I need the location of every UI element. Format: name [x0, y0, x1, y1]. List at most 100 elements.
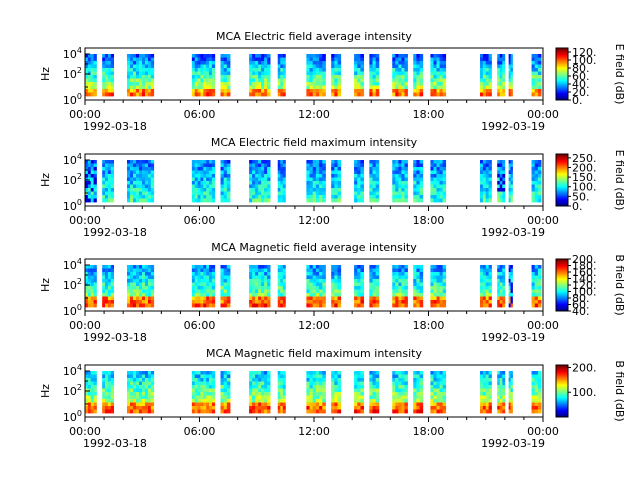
spectrogram-cell — [126, 399, 131, 403]
spectrogram-cell — [90, 188, 94, 192]
spectrogram-cell — [129, 160, 134, 164]
spectrogram-cell — [360, 163, 365, 168]
spectrogram-cell — [354, 92, 358, 97]
spectrogram-cell — [203, 282, 207, 287]
x-tick-label: 00:00 — [69, 425, 101, 438]
spectrogram-cell — [537, 300, 542, 304]
spectrogram-cell — [360, 402, 365, 407]
spectrogram-cell — [264, 392, 268, 396]
spectrogram-cell — [280, 296, 284, 301]
spectrogram-cell — [102, 170, 106, 175]
spectrogram-cell — [280, 378, 284, 382]
spectrogram-cell — [277, 289, 281, 294]
spectrogram-cell — [404, 54, 408, 58]
y-tick-label: 102 — [63, 277, 82, 292]
spectrogram-cell — [93, 191, 97, 196]
spectrogram-cell — [315, 286, 320, 290]
spectrogram-cell — [150, 174, 155, 178]
spectrogram-cell — [482, 170, 487, 175]
spectrogram-cell — [132, 177, 137, 182]
panel-1: MCA Electric field average intensity1001… — [39, 30, 626, 133]
spectrogram-cell — [510, 399, 513, 403]
spectrogram-cell — [261, 85, 265, 90]
spectrogram-cell — [413, 64, 417, 69]
spectrogram-cell — [309, 89, 314, 93]
x-tick-label: 06:00 — [184, 108, 216, 121]
spectrogram-cell — [135, 392, 140, 396]
spectrogram-cell — [85, 268, 89, 273]
spectrogram-cell — [508, 89, 511, 93]
spectrogram-cell — [508, 303, 511, 308]
spectrogram-cell — [306, 177, 310, 182]
spectrogram-cell — [132, 195, 137, 199]
spectrogram-cell — [200, 85, 204, 90]
spectrogram-cell — [258, 265, 262, 269]
spectrogram-cell — [220, 170, 225, 175]
spectrogram-cell — [433, 399, 437, 403]
spectrogram-cell — [200, 167, 204, 171]
spectrogram-cell — [105, 170, 109, 175]
spectrogram-cell — [249, 296, 253, 301]
spectrogram-cell — [337, 303, 342, 308]
panel-title: MCA Electric field maximum intensity — [211, 136, 418, 149]
spectrogram-cell — [322, 374, 326, 379]
spectrogram-cell — [85, 286, 89, 290]
spectrogram-cell — [497, 272, 501, 276]
spectrogram-cell — [141, 177, 146, 182]
spectrogram-cell — [141, 184, 146, 189]
spectrogram-cell — [497, 289, 501, 294]
spectrogram-cell — [419, 170, 424, 175]
spectrogram-cell — [398, 371, 402, 375]
spectrogram-cell — [105, 268, 109, 273]
spectrogram-cell — [488, 68, 492, 72]
spectrogram-cell — [132, 388, 137, 393]
spectrogram-cell — [264, 188, 268, 192]
spectrogram-cell — [395, 82, 399, 86]
spectrogram-cell — [197, 68, 201, 72]
spectrogram-cell — [401, 198, 405, 203]
spectrogram-cell — [144, 293, 149, 297]
spectrogram-cell — [488, 195, 492, 199]
spectrogram-cell — [499, 371, 503, 375]
spectrogram-cell — [135, 92, 140, 97]
spectrogram-cell — [110, 191, 115, 196]
spectrogram-cell — [197, 402, 201, 407]
spectrogram-cell — [337, 188, 342, 192]
spectrogram-cell — [220, 54, 225, 58]
spectrogram-cell — [132, 64, 137, 69]
spectrogram-cell — [85, 395, 89, 400]
spectrogram-cell — [93, 265, 97, 269]
spectrogram-cell — [315, 392, 320, 396]
spectrogram-cell — [252, 75, 256, 79]
spectrogram-cell — [87, 289, 92, 294]
spectrogram-cell — [488, 160, 492, 164]
spectrogram-cell — [93, 279, 97, 283]
spectrogram-cell — [413, 268, 417, 273]
spectrogram-cell — [331, 406, 335, 410]
spectrogram-cell — [102, 378, 106, 382]
spectrogram-cell — [135, 89, 140, 93]
x-tick-label: 00:00 — [527, 108, 559, 121]
spectrogram-cell — [200, 272, 204, 276]
spectrogram-cell — [360, 409, 365, 414]
spectrogram-cell — [442, 286, 447, 290]
spectrogram-cell — [488, 399, 492, 403]
spectrogram-cell — [258, 392, 262, 396]
spectrogram-cell — [482, 89, 487, 93]
spectrogram-cell — [90, 286, 94, 290]
spectrogram-cell — [534, 293, 539, 297]
spectrogram-cell — [264, 385, 268, 389]
spectrogram-cell — [209, 170, 213, 175]
spectrogram-cell — [191, 296, 196, 301]
spectrogram-cell — [508, 296, 511, 301]
spectrogram-cell — [312, 406, 317, 410]
spectrogram-cell — [194, 61, 198, 65]
spectrogram-cell — [141, 289, 146, 294]
spectrogram-cell — [360, 181, 365, 185]
spectrogram-cell — [401, 388, 405, 393]
spectrogram-cell — [334, 388, 338, 393]
spectrogram-cell — [147, 275, 152, 280]
spectrogram-cell — [369, 385, 373, 389]
colorbar-step — [556, 394, 568, 397]
spectrogram-cell — [395, 89, 399, 93]
